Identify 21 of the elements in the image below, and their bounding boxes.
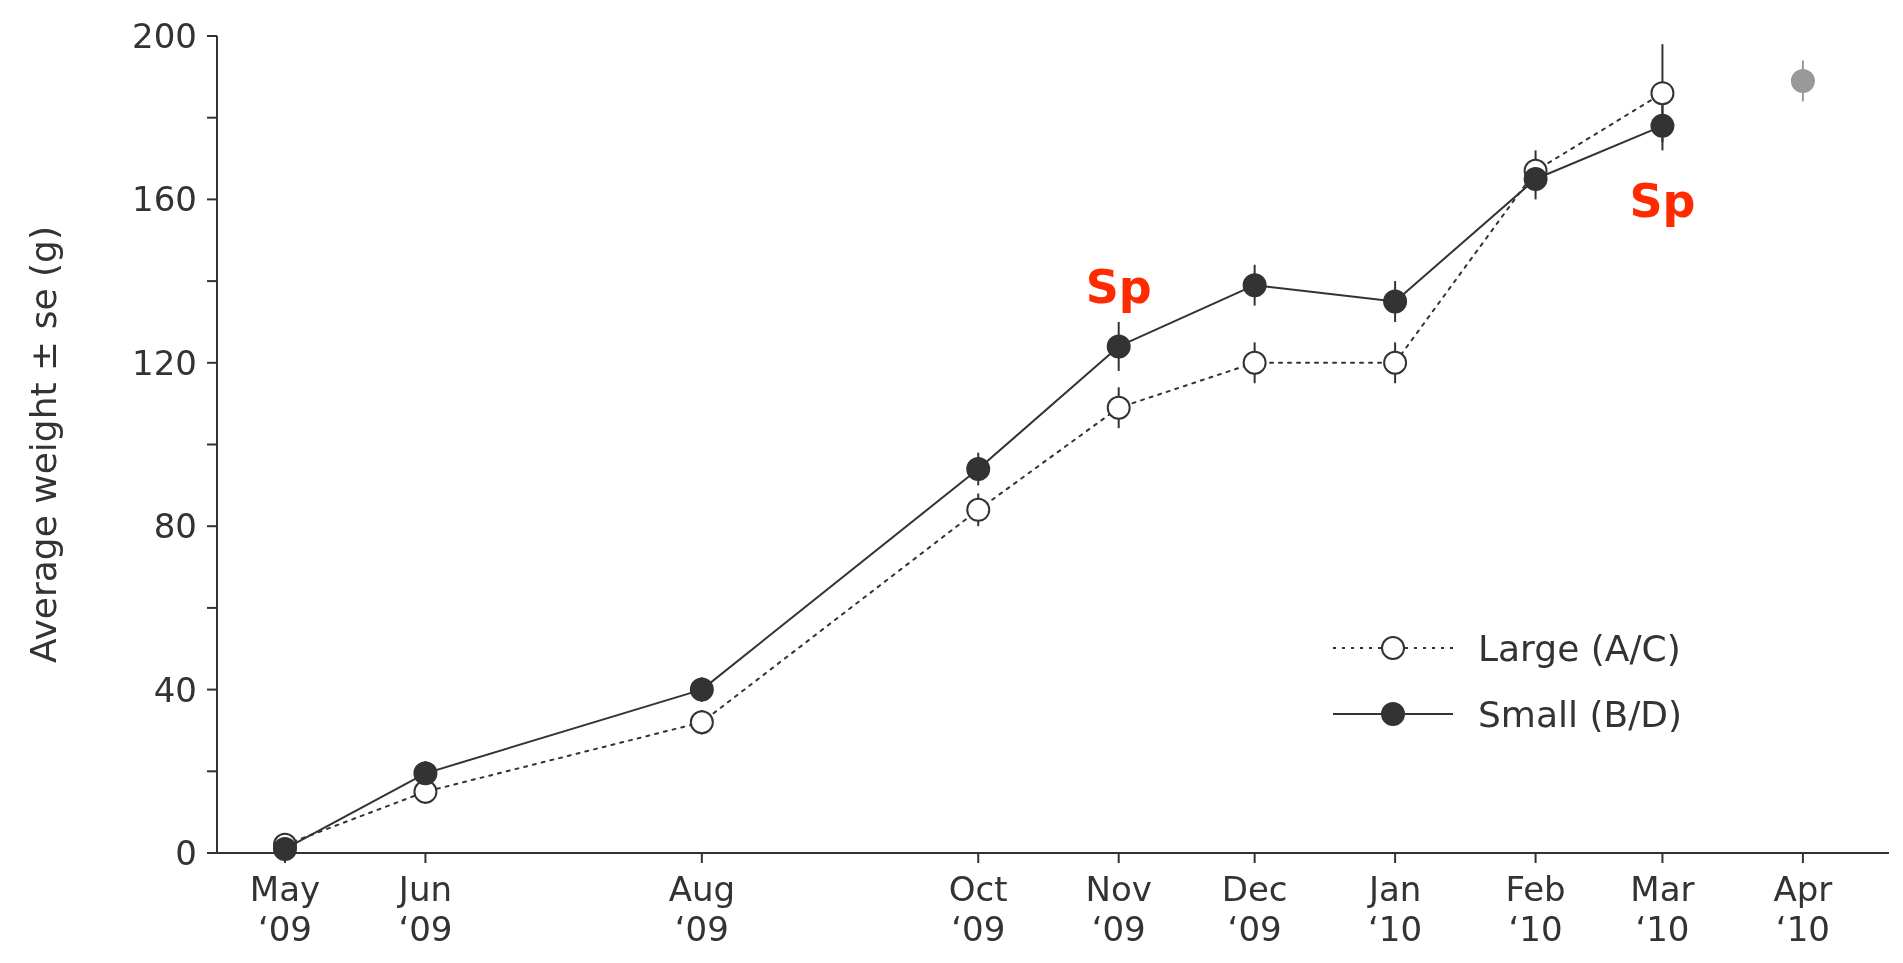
annotation: Sp — [1629, 173, 1696, 228]
y-tick-label: 40 — [153, 669, 197, 710]
y-tick-label: 80 — [153, 506, 197, 547]
x-tick-label: Mar ‘10 — [1630, 869, 1695, 949]
x-tick-label: Jan ‘10 — [1366, 869, 1423, 949]
x-tick-label: May ‘09 — [249, 869, 321, 949]
x-tick-label: Apr ‘10 — [1773, 869, 1833, 949]
annotation: Sp — [1085, 259, 1152, 314]
x-tick-label: Feb ‘10 — [1505, 869, 1566, 949]
x-tick-label: Oct ‘09 — [948, 869, 1008, 949]
y-tick-label: 200 — [132, 15, 197, 56]
x-tick-label: Dec ‘09 — [1221, 869, 1288, 949]
x-tick-label: Nov ‘09 — [1085, 869, 1152, 949]
y-tick-label: 120 — [132, 342, 197, 383]
y-axis-title: Average weight ± se (g) — [23, 226, 64, 663]
legend-label: Small (B/D) — [1478, 693, 1683, 735]
x-tick-label: Aug ‘09 — [668, 869, 736, 949]
y-tick-label: 0 — [175, 832, 197, 873]
x-tick-label: Jun ‘09 — [396, 869, 453, 949]
legend-label: Large (A/C) — [1478, 627, 1681, 669]
y-tick-label: 160 — [132, 179, 197, 220]
